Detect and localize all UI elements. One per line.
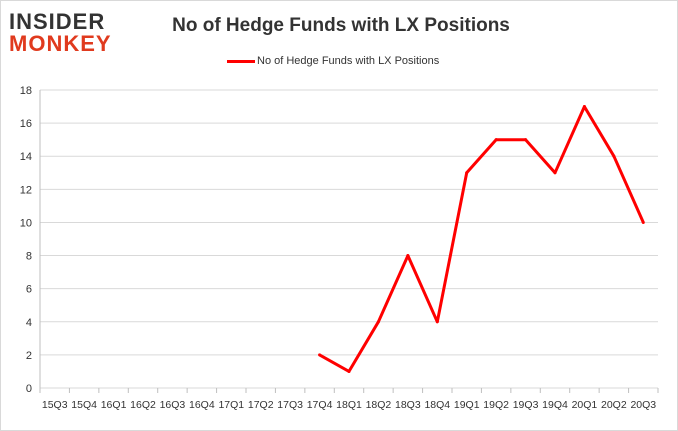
x-tick-label: 18Q2 bbox=[366, 399, 392, 411]
x-tick-label: 17Q4 bbox=[307, 399, 333, 411]
x-tick-label: 19Q3 bbox=[513, 399, 539, 411]
y-tick-label: 18 bbox=[20, 85, 32, 97]
data-point bbox=[435, 320, 439, 324]
y-tick-label: 14 bbox=[20, 151, 32, 163]
data-point bbox=[524, 138, 528, 142]
x-tick-label: 19Q2 bbox=[483, 399, 509, 411]
y-tick-label: 8 bbox=[26, 251, 32, 263]
y-tick-label: 4 bbox=[26, 317, 32, 329]
y-tick-label: 16 bbox=[20, 118, 32, 130]
x-tick-label: 18Q1 bbox=[336, 399, 362, 411]
x-tick-label: 18Q4 bbox=[424, 399, 450, 411]
data-point bbox=[376, 320, 380, 324]
x-tick-label: 19Q4 bbox=[542, 399, 568, 411]
x-tick-label: 18Q3 bbox=[395, 399, 421, 411]
chart-title: No of Hedge Funds with LX Positions bbox=[172, 15, 510, 36]
legend: No of Hedge Funds with LX Positions bbox=[227, 55, 439, 67]
legend-swatch bbox=[227, 59, 255, 63]
y-tick-label: 12 bbox=[20, 184, 32, 196]
data-point bbox=[612, 154, 616, 158]
x-tick-label: 19Q1 bbox=[454, 399, 480, 411]
data-point bbox=[553, 171, 557, 175]
x-tick-label: 17Q2 bbox=[248, 399, 274, 411]
logo-line2: MONKEY bbox=[9, 31, 112, 56]
x-tick-label: 15Q4 bbox=[71, 399, 97, 411]
y-tick-label: 10 bbox=[20, 217, 32, 229]
data-point bbox=[582, 105, 586, 109]
x-tick-label: 16Q1 bbox=[101, 399, 127, 411]
data-point bbox=[406, 254, 410, 258]
x-tick-label: 17Q1 bbox=[218, 399, 244, 411]
insider-monkey-logo: INSIDER MONKEY bbox=[9, 9, 129, 56]
x-tick-label: 15Q3 bbox=[42, 399, 68, 411]
y-tick-label: 0 bbox=[26, 383, 32, 395]
logo-line1: INSIDER bbox=[9, 9, 106, 34]
data-point bbox=[318, 353, 322, 357]
series-line bbox=[318, 105, 645, 373]
y-tick-label: 6 bbox=[26, 284, 32, 296]
data-point bbox=[494, 138, 498, 142]
y-tick-label: 2 bbox=[26, 350, 32, 362]
legend-label: No of Hedge Funds with LX Positions bbox=[257, 55, 440, 67]
x-tick-label: 17Q3 bbox=[277, 399, 303, 411]
x-tick-label: 16Q2 bbox=[130, 399, 156, 411]
x-tick-label: 16Q4 bbox=[189, 399, 215, 411]
x-tick-label: 16Q3 bbox=[160, 399, 186, 411]
data-point bbox=[641, 220, 645, 224]
x-tick-label: 20Q3 bbox=[630, 399, 656, 411]
x-tick-label: 20Q1 bbox=[572, 399, 598, 411]
data-point bbox=[347, 369, 351, 373]
x-tick-label: 20Q2 bbox=[601, 399, 627, 411]
data-point bbox=[465, 171, 469, 175]
